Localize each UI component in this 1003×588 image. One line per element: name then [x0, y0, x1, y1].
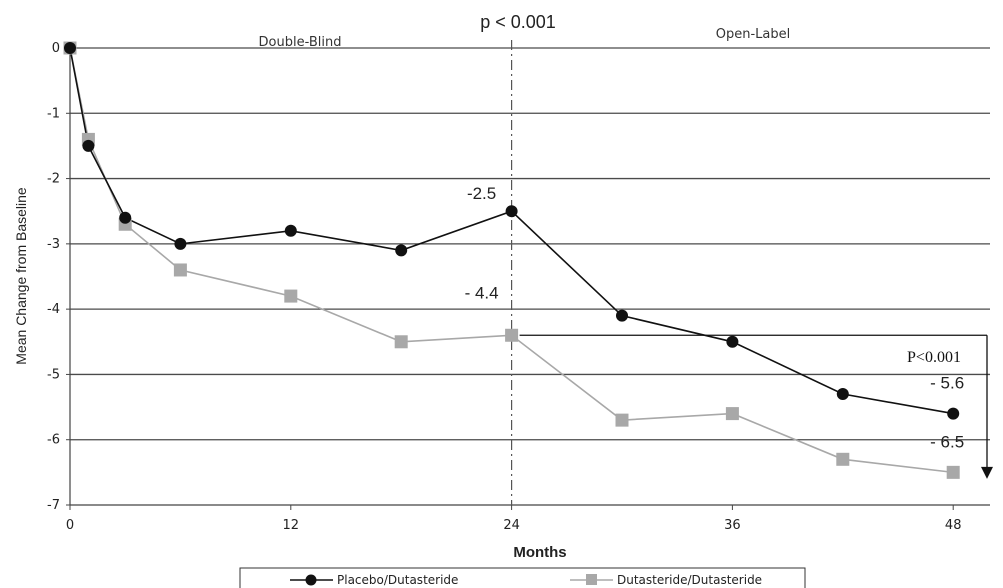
data-point-placebo	[505, 205, 518, 218]
legend-box	[239, 567, 806, 588]
data-point-dutasteride	[505, 328, 519, 342]
data-point-dutasteride	[284, 289, 298, 303]
data-point-placebo	[64, 42, 76, 54]
y-tick-label: -3	[47, 237, 60, 252]
data-point-dutasteride	[725, 407, 739, 421]
x-tick-label: 12	[283, 518, 300, 533]
data-point-placebo	[726, 335, 739, 348]
legend-label-dutasteride: Dutasteride/Dutasteride	[617, 573, 762, 587]
data-point-placebo	[82, 139, 95, 152]
y-tick-label: 0	[52, 41, 60, 56]
comparison-bracket	[519, 334, 993, 479]
series-markers	[63, 41, 960, 479]
data-point-dutasteride	[615, 413, 629, 427]
bracket-arrowhead	[981, 466, 993, 479]
y-tick-label: -5	[47, 367, 60, 382]
value-annotation: - 6.5	[930, 432, 964, 451]
data-point-dutasteride	[394, 335, 408, 349]
value-annotation: - 4.4	[465, 283, 499, 302]
data-point-dutasteride	[173, 263, 187, 277]
value-annotations: -2.5 - 4.4 - 5.6 - 6.5	[465, 184, 965, 451]
legend-label-placebo: Placebo/Dutasteride	[337, 573, 458, 587]
value-annotation: - 5.6	[930, 374, 964, 393]
x-tick-label: 0	[66, 518, 74, 533]
data-point-placebo	[174, 237, 187, 250]
y-tick-label: -6	[47, 433, 60, 448]
x-tick-labels: 0 12 24 36 48	[66, 505, 962, 533]
data-point-placebo	[836, 388, 849, 401]
x-axis-label: Months	[513, 544, 566, 561]
legend-marker-dutasteride	[586, 574, 597, 585]
y-tick-labels: 0 -1 -2 -3 -4 -5 -6 -7	[47, 41, 70, 513]
x-tick-label: 48	[945, 518, 962, 533]
data-point-placebo	[284, 224, 297, 237]
axes	[69, 48, 990, 506]
top-p-value: p < 0.001	[480, 12, 556, 32]
comparison-p-value: P<0.001	[907, 349, 961, 366]
data-point-dutasteride	[946, 465, 960, 479]
y-tick-label: -1	[47, 106, 60, 121]
data-point-placebo	[395, 244, 408, 257]
data-point-placebo	[947, 407, 960, 420]
data-point-placebo	[119, 211, 132, 224]
y-tick-label: -7	[47, 498, 60, 513]
gridlines	[70, 47, 990, 441]
value-annotation: -2.5	[467, 184, 496, 203]
period-label-open-label: Open-Label	[716, 27, 790, 42]
legend: Placebo/Dutasteride Dutasteride/Dutaster…	[239, 567, 806, 588]
y-axis-label: Mean Change from Baseline	[13, 187, 29, 365]
period-label-double-blind: Double-Blind	[259, 35, 342, 50]
y-tick-label: -2	[47, 172, 60, 187]
legend-marker-placebo	[305, 574, 317, 586]
x-tick-label: 36	[724, 518, 741, 533]
x-tick-label: 24	[503, 518, 520, 533]
data-point-dutasteride	[836, 452, 850, 466]
data-point-placebo	[616, 309, 628, 322]
y-tick-label: -4	[47, 302, 60, 317]
